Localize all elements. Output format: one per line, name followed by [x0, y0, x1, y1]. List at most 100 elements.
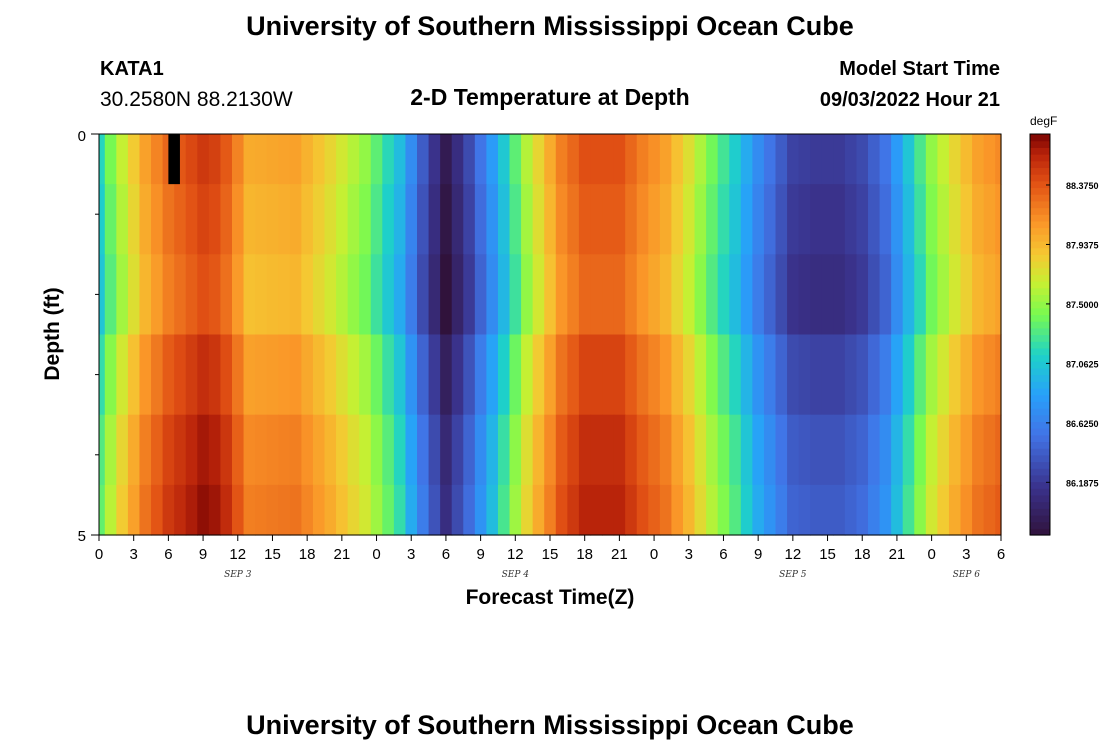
heat-cell — [99, 484, 106, 536]
heat-cell — [763, 484, 777, 536]
heat-cell — [474, 134, 487, 185]
heat-cell — [405, 254, 418, 336]
x-tick-label: 9 — [476, 546, 484, 563]
heat-cell — [578, 334, 592, 416]
colorbar-swatch — [1030, 501, 1050, 509]
heat-cell — [648, 134, 661, 185]
heat-cell — [393, 134, 407, 185]
colorbar-swatch — [1030, 441, 1050, 449]
heatmap-cells — [99, 134, 1002, 536]
heat-cell — [301, 254, 314, 336]
heat-cell — [521, 134, 534, 185]
x-tick-label: 15 — [264, 546, 281, 563]
heat-cell — [532, 334, 545, 416]
x-tick-label: 3 — [962, 546, 970, 563]
heat-cell — [625, 184, 638, 255]
heat-cell — [544, 184, 557, 255]
heat-cell — [428, 134, 441, 185]
heat-cell — [104, 414, 117, 486]
heat-cell — [289, 414, 302, 486]
colorbar-swatch — [1030, 227, 1050, 235]
heat-cell — [174, 334, 187, 416]
heat-cell — [347, 484, 360, 536]
heat-cell — [856, 414, 869, 486]
heat-cell — [104, 334, 117, 416]
x-tick-label: 18 — [854, 546, 871, 563]
heat-cell — [694, 254, 707, 336]
heat-cell — [255, 414, 268, 486]
heat-cell — [937, 134, 950, 185]
colorbar-swatch — [1030, 194, 1050, 202]
heat-cell — [879, 484, 892, 536]
heat-cell — [763, 414, 777, 486]
heat-cell — [590, 334, 603, 416]
heat-cell — [752, 184, 765, 255]
colorbar-swatch — [1030, 381, 1050, 389]
heat-cell — [983, 334, 996, 416]
heat-cell — [451, 334, 464, 416]
colorbar-swatch — [1030, 387, 1050, 396]
heat-cell — [625, 414, 638, 486]
heat-cell — [336, 184, 349, 255]
heat-cell — [278, 484, 291, 536]
heat-cell — [231, 484, 245, 536]
heat-cell — [925, 184, 938, 255]
heat-cell — [879, 414, 892, 486]
missing-cell — [168, 134, 180, 185]
heat-cell — [266, 184, 279, 255]
heat-cell — [937, 254, 950, 336]
heat-cell — [243, 334, 256, 416]
heat-cell — [116, 484, 129, 536]
heat-cell — [497, 484, 511, 536]
heat-cell — [706, 334, 719, 416]
heat-cell — [359, 414, 372, 486]
heat-cell — [821, 134, 834, 185]
colorbar-swatch — [1030, 234, 1050, 242]
colorbar-swatch — [1030, 474, 1050, 483]
heat-cell — [162, 334, 175, 416]
heat-cell — [428, 414, 441, 486]
heat-cell — [312, 484, 326, 536]
x-tick-label: 3 — [130, 546, 138, 563]
heat-cell — [301, 184, 314, 255]
heat-cell — [740, 334, 753, 416]
heat-cell — [717, 414, 730, 486]
heat-cell — [359, 484, 372, 536]
heat-cell — [312, 134, 326, 185]
heat-cell — [451, 484, 464, 536]
heat-cell — [417, 134, 430, 185]
heat-cell — [914, 134, 927, 185]
heat-cell — [948, 414, 962, 486]
heat-cell — [174, 254, 187, 336]
heat-cell — [613, 184, 626, 255]
heat-cell — [127, 134, 141, 185]
x-tick-label: 0 — [650, 546, 658, 563]
heat-cell — [960, 484, 973, 536]
colorbar-swatch — [1030, 267, 1050, 275]
heat-cell — [417, 254, 430, 336]
heat-cell — [266, 414, 279, 486]
heat-cell — [243, 184, 256, 255]
heat-cell — [787, 334, 800, 416]
heat-cell — [787, 254, 800, 336]
y-axis: 0 5 — [78, 128, 99, 545]
heat-cell — [208, 484, 222, 536]
x-tick-label: 0 — [372, 546, 380, 563]
heat-cell — [891, 184, 904, 255]
heat-cell — [706, 184, 719, 255]
heat-cell — [798, 254, 811, 336]
heat-cell — [995, 414, 1002, 486]
heat-cell — [844, 414, 858, 486]
heat-cell — [798, 334, 811, 416]
colorbar-swatch — [1030, 140, 1050, 148]
heat-cell — [99, 184, 106, 255]
heat-cell — [972, 184, 985, 255]
heat-cell — [266, 334, 279, 416]
heat-cell — [324, 484, 337, 536]
heat-cell — [648, 334, 661, 416]
heat-cell — [717, 254, 730, 336]
model-start-time: 09/03/2022 Hour 21 — [820, 89, 1000, 111]
heat-cell — [567, 254, 580, 336]
colorbar-swatch — [1030, 180, 1050, 189]
heat-cell — [590, 414, 603, 486]
